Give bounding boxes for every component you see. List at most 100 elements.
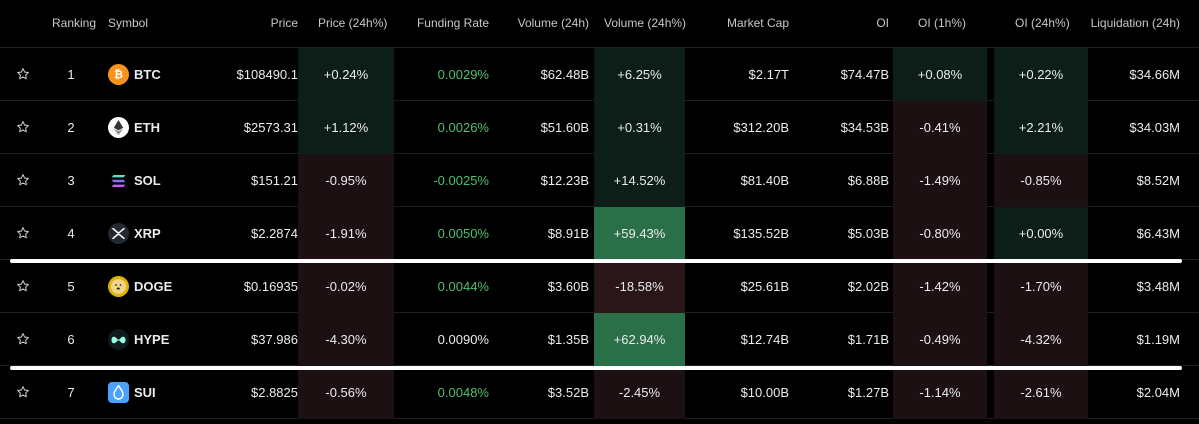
volume: $3.60B bbox=[547, 279, 589, 294]
header-volume-change[interactable]: Volume (24h%) bbox=[604, 16, 687, 30]
symbol[interactable]: SOL bbox=[134, 173, 161, 188]
price: $37.986 bbox=[251, 332, 298, 347]
rank: 5 bbox=[67, 279, 75, 294]
price: $2.8825 bbox=[251, 385, 298, 400]
funding-rate: 0.0090% bbox=[437, 332, 489, 347]
oi-24h: -0.85% bbox=[1020, 173, 1062, 188]
oi-24h: +0.22% bbox=[1018, 67, 1064, 82]
header-oi-1h[interactable]: OI (1h%) bbox=[918, 16, 967, 30]
header-market-cap[interactable]: Market Cap bbox=[726, 16, 789, 30]
table-row[interactable]: 2 ETH $2573.31 +1.12% 0.0026% $51.60B +0… bbox=[0, 101, 1199, 154]
price-change: +1.12% bbox=[323, 120, 369, 135]
oi: $5.03B bbox=[847, 226, 889, 241]
table-row[interactable]: 6 HYPE $37.986 -4.30% 0.0090% $1.35B +62… bbox=[0, 313, 1199, 366]
xrp-icon bbox=[108, 223, 129, 244]
symbol[interactable]: HYPE bbox=[134, 332, 170, 347]
market-cap: $2.17T bbox=[748, 67, 789, 82]
header-oi[interactable]: OI bbox=[876, 16, 889, 30]
oi-24h: -2.61% bbox=[1020, 385, 1062, 400]
oi: $34.53B bbox=[840, 120, 889, 135]
oi-1h: -0.49% bbox=[919, 332, 961, 347]
table-header: Ranking Symbol Price Price (24h%) Fundin… bbox=[0, 0, 1199, 48]
oi-1h: -1.42% bbox=[919, 279, 961, 294]
eth-icon bbox=[108, 117, 129, 138]
oi-24h: -4.32% bbox=[1020, 332, 1062, 347]
liquidation: $34.03M bbox=[1129, 120, 1180, 135]
oi: $1.71B bbox=[847, 332, 889, 347]
price-change: -0.56% bbox=[325, 385, 367, 400]
rank: 1 bbox=[67, 67, 75, 82]
rank: 4 bbox=[67, 226, 75, 241]
table-row[interactable]: 4 XRP $2.2874 -1.91% 0.0050% $8.91B +59.… bbox=[0, 207, 1199, 260]
header-funding-rate[interactable]: Funding Rate bbox=[416, 16, 489, 30]
funding-rate: -0.0025% bbox=[433, 173, 489, 188]
price-change: -0.95% bbox=[325, 173, 367, 188]
rank: 3 bbox=[67, 173, 75, 188]
star-icon[interactable] bbox=[16, 120, 30, 134]
rank: 6 bbox=[67, 332, 75, 347]
volume: $8.91B bbox=[547, 226, 589, 241]
liquidation: $2.04M bbox=[1136, 385, 1180, 400]
highlight-separator-line bbox=[10, 259, 1182, 263]
oi-1h: -0.80% bbox=[919, 226, 961, 241]
liquidation: $6.43M bbox=[1136, 226, 1180, 241]
symbol[interactable]: DOGE bbox=[134, 279, 173, 294]
volume-change: +14.52% bbox=[613, 173, 666, 188]
volume: $1.35B bbox=[547, 332, 589, 347]
price-change: -1.91% bbox=[325, 226, 367, 241]
liquidation: $1.19M bbox=[1136, 332, 1180, 347]
volume-change: +6.25% bbox=[617, 67, 662, 82]
market-cap: $25.61B bbox=[740, 279, 789, 294]
liquidation: $3.48M bbox=[1136, 279, 1180, 294]
table-row[interactable]: 1 ₿ BTC $108490.1 +0.24% 0.0029% $62.48B… bbox=[0, 48, 1199, 101]
header-price[interactable]: Price bbox=[270, 16, 298, 30]
price-change: +0.24% bbox=[323, 67, 369, 82]
market-cap: $81.40B bbox=[740, 173, 789, 188]
table-row[interactable]: 7 SUI $2.8825 -0.56% 0.0048% $3.52B -2.4… bbox=[0, 366, 1199, 419]
volume-change: -18.58% bbox=[615, 279, 664, 294]
liquidation: $34.66M bbox=[1129, 67, 1180, 82]
header-volume[interactable]: Volume (24h) bbox=[517, 16, 589, 30]
star-icon[interactable] bbox=[16, 67, 30, 81]
sol-icon bbox=[108, 170, 129, 191]
header-price-change[interactable]: Price (24h%) bbox=[318, 16, 388, 30]
symbol[interactable]: BTC bbox=[134, 67, 161, 82]
oi-24h: +0.00% bbox=[1018, 226, 1064, 241]
hype-icon bbox=[108, 329, 129, 350]
symbol[interactable]: ETH bbox=[134, 120, 160, 135]
star-icon[interactable] bbox=[16, 332, 30, 346]
market-cap: $10.00B bbox=[740, 385, 789, 400]
header-ranking[interactable]: Ranking bbox=[52, 16, 97, 30]
volume-change: -2.45% bbox=[618, 385, 661, 400]
rank: 7 bbox=[67, 385, 75, 400]
price: $0.16935 bbox=[243, 279, 298, 294]
oi-24h: -1.70% bbox=[1020, 279, 1062, 294]
funding-rate: 0.0029% bbox=[437, 67, 489, 82]
oi-1h: -1.49% bbox=[919, 173, 961, 188]
table-row[interactable]: 3 SOL $151.21 -0.95% -0.0025% $12.23B +1… bbox=[0, 154, 1199, 207]
symbol[interactable]: SUI bbox=[134, 385, 156, 400]
price-change: -4.30% bbox=[325, 332, 367, 347]
star-icon[interactable] bbox=[16, 226, 30, 240]
table-row[interactable]: 5 DOGE $0.16935 -0.02% 0.0044% $3.60B -1… bbox=[0, 260, 1199, 313]
header-symbol[interactable]: Symbol bbox=[108, 16, 149, 30]
oi: $74.47B bbox=[840, 67, 889, 82]
header-liquidation[interactable]: Liquidation (24h) bbox=[1090, 16, 1180, 30]
oi-1h: -1.14% bbox=[919, 385, 961, 400]
star-icon[interactable] bbox=[16, 385, 30, 399]
symbol[interactable]: XRP bbox=[134, 226, 161, 241]
volume-change: +62.94% bbox=[613, 332, 666, 347]
star-icon[interactable] bbox=[16, 279, 30, 293]
price-change: -0.02% bbox=[325, 279, 367, 294]
market-cap: $12.74B bbox=[740, 332, 789, 347]
market-cap: $135.52B bbox=[733, 226, 789, 241]
price: $2.2874 bbox=[251, 226, 298, 241]
sui-icon bbox=[108, 382, 129, 403]
header-oi-24h[interactable]: OI (24h%) bbox=[1015, 16, 1070, 30]
volume: $51.60B bbox=[540, 120, 589, 135]
star-icon[interactable] bbox=[16, 173, 30, 187]
rank: 2 bbox=[67, 120, 75, 135]
oi-1h: -0.41% bbox=[919, 120, 961, 135]
volume: $62.48B bbox=[540, 67, 589, 82]
